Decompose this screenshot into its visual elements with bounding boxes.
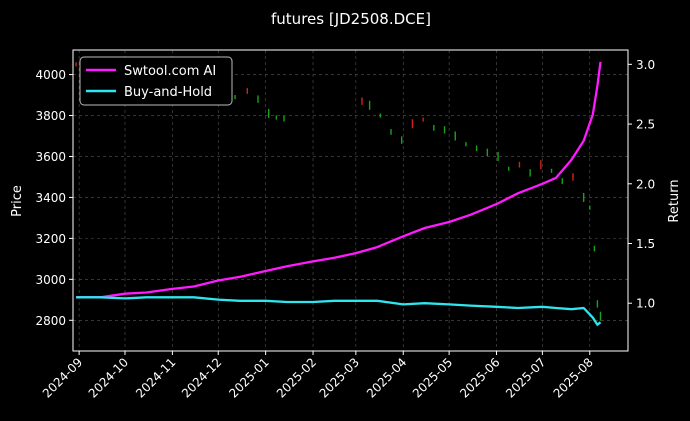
plot-frame xyxy=(72,49,629,352)
y-axis-right-label: Return xyxy=(667,179,682,222)
y-tick-label: 4000 xyxy=(35,68,66,82)
y-tick-label: 3200 xyxy=(35,232,66,246)
series-line-0 xyxy=(76,61,602,299)
legend-label-ai: Swtool.com AI xyxy=(124,64,216,79)
series-lines xyxy=(76,61,602,326)
x-tick-label: 2025-07 xyxy=(503,355,548,400)
x-axis-ticks: 2024-09 2024-10 2024-11 2024-12 2025-01 2025-… xyxy=(40,351,596,401)
y2-tick-label: 2.5 xyxy=(636,118,655,132)
y-tick-label: 3400 xyxy=(35,191,66,205)
x-tick-label: 2024-11 xyxy=(133,355,178,400)
x-tick-label: 2025-03 xyxy=(317,355,362,400)
y-axis-left-ticks: 2800 3000 3200 3400 3600 3800 4000 xyxy=(35,68,73,328)
y2-tick-label: 1.0 xyxy=(636,297,655,311)
y-axis-right-ticks: 1.0 1.5 2.0 2.5 3.0 xyxy=(628,58,655,311)
x-tick-label: 2025-04 xyxy=(364,355,409,400)
x-tick-label: 2025-06 xyxy=(457,355,502,400)
legend-label-bh: Buy-and-Hold xyxy=(124,85,212,100)
y-tick-label: 2800 xyxy=(35,314,66,328)
y2-tick-label: 3.0 xyxy=(636,58,655,72)
legend-box xyxy=(79,56,233,106)
x-tick-label: 2025-05 xyxy=(410,355,455,400)
y2-tick-label: 1.5 xyxy=(636,237,655,251)
x-tick-label: 2025-02 xyxy=(274,355,319,400)
y-axis-left-label: Price xyxy=(10,185,25,217)
grid xyxy=(73,50,628,351)
y2-tick-label: 2.0 xyxy=(636,177,655,191)
x-tick-label: 2024-09 xyxy=(40,355,85,400)
x-tick-label: 2025-08 xyxy=(551,355,596,400)
series-line-1 xyxy=(76,296,602,326)
chart-title: futures [JD2508.DCE] xyxy=(271,10,431,28)
y-tick-label: 3000 xyxy=(35,273,66,287)
legend: Swtool.com AI Buy-and-Hold xyxy=(79,56,233,106)
x-tick-label: 2024-10 xyxy=(86,355,131,400)
x-tick-label: 2025-01 xyxy=(226,355,271,400)
y-tick-label: 3600 xyxy=(35,150,66,164)
y-tick-label: 3800 xyxy=(35,109,66,123)
x-tick-label: 2024-12 xyxy=(179,355,224,400)
